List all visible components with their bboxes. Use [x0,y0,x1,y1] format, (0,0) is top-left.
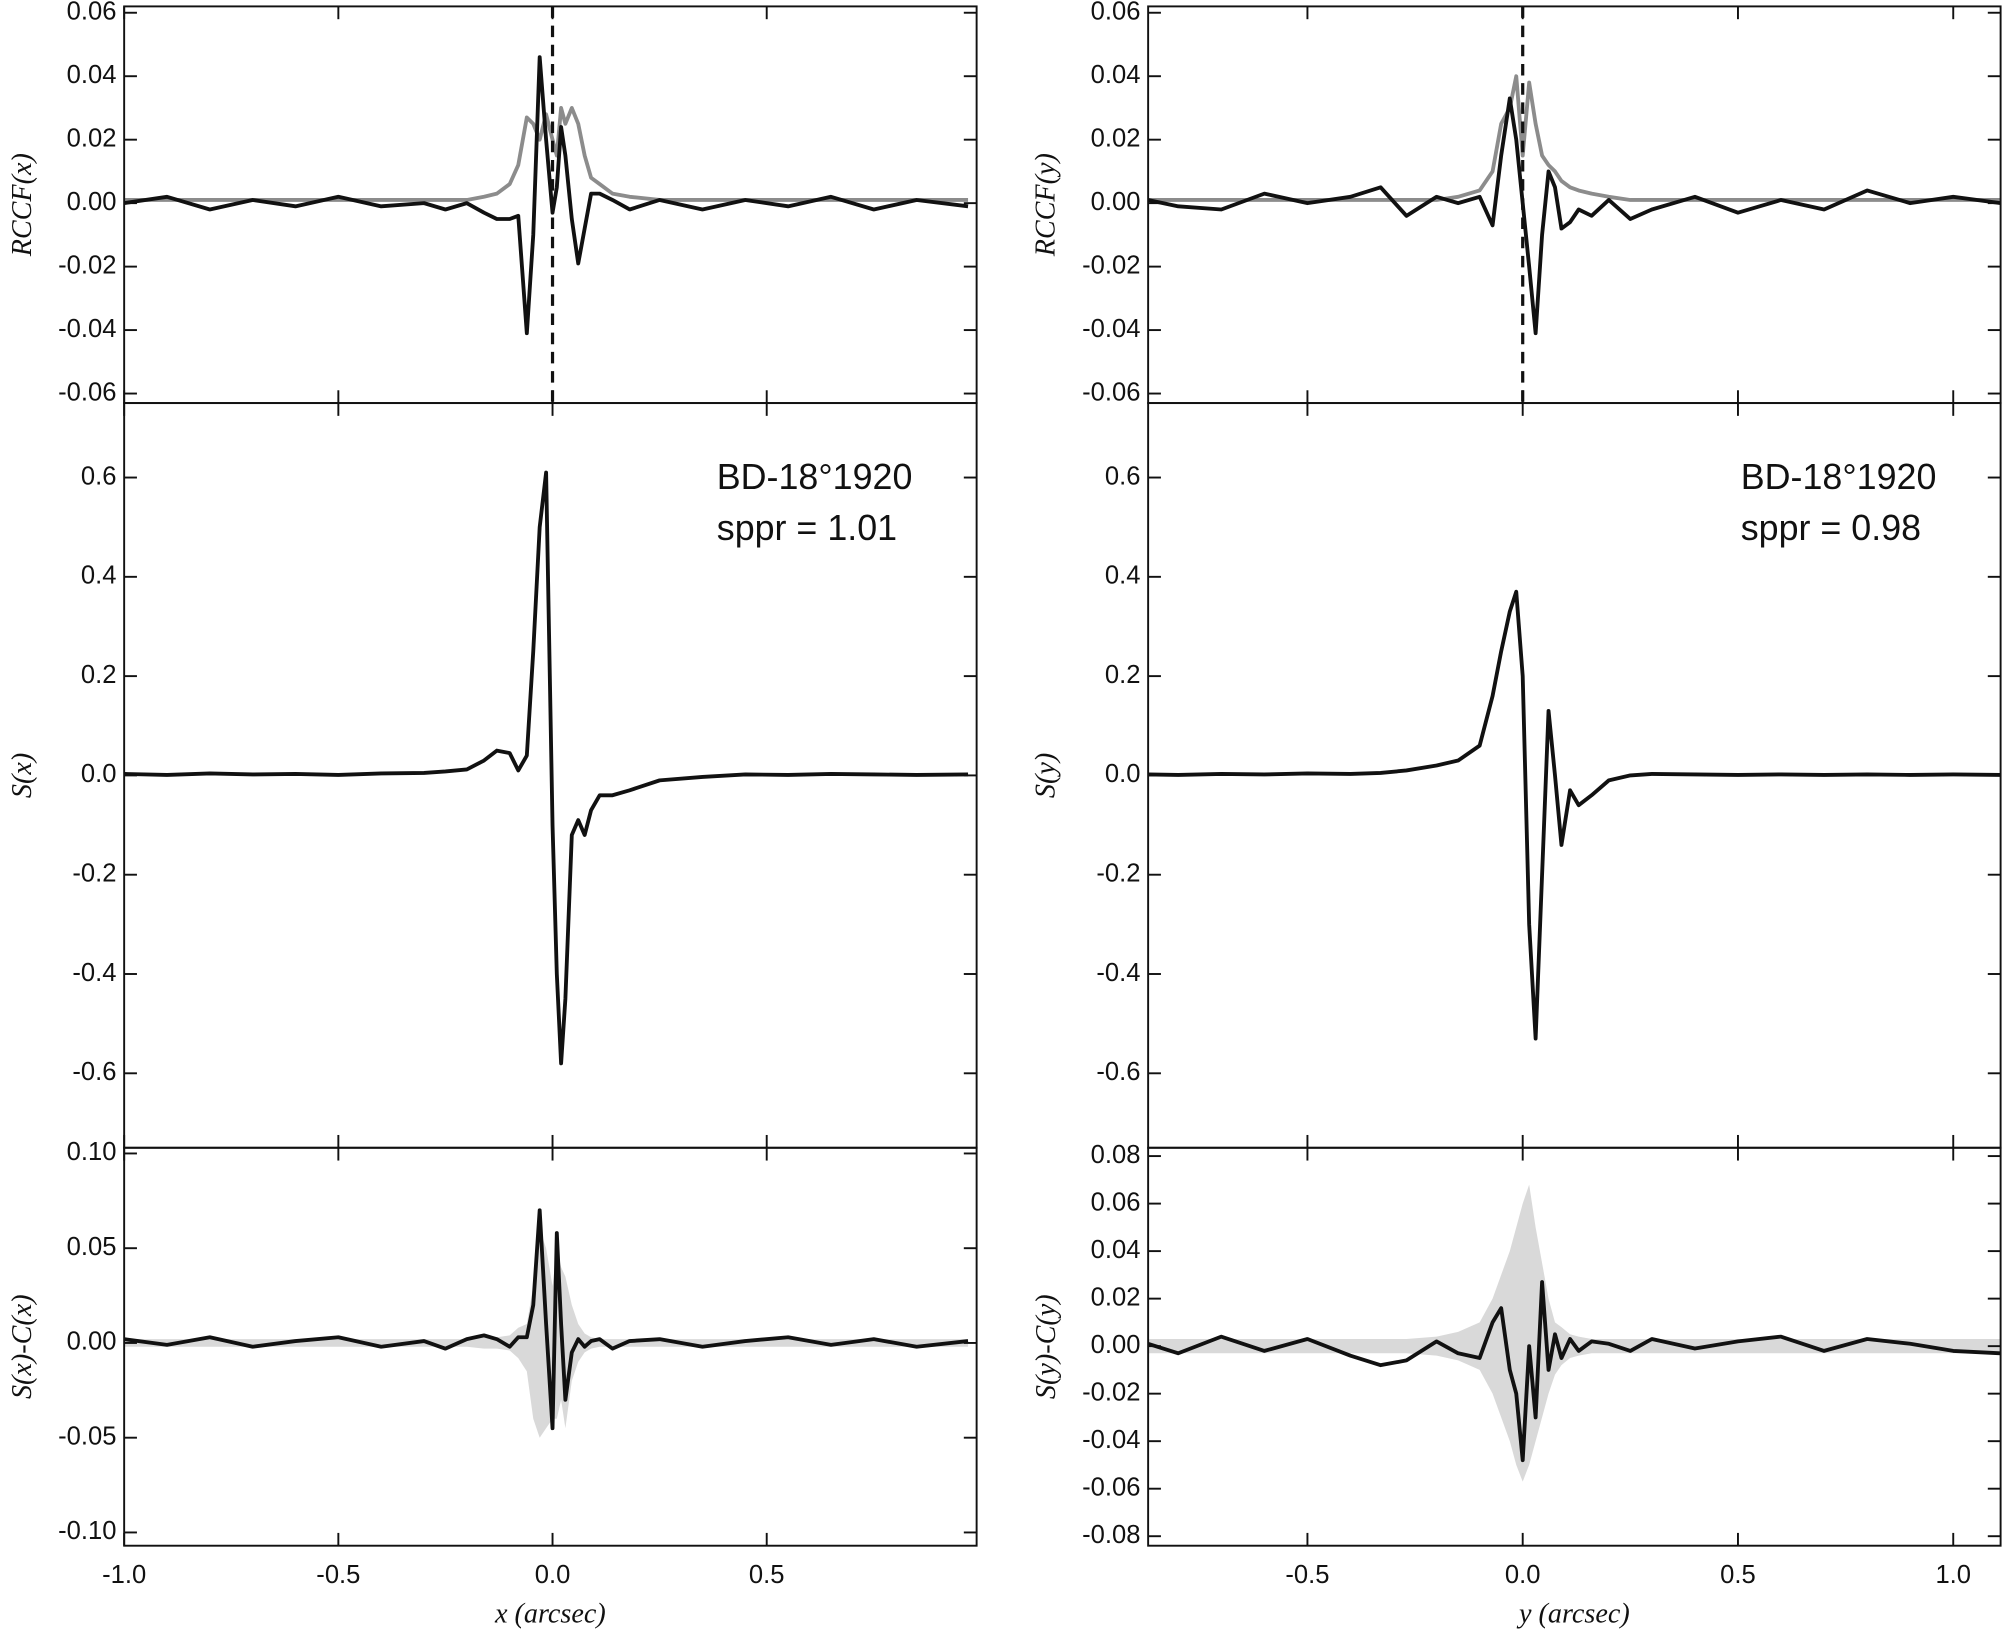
x-tick-label: -0.5 [316,1561,360,1589]
data-line [123,55,969,336]
x-tick-label: 0.5 [749,1561,785,1589]
plot-frame [123,1146,978,1547]
annotation: BD-18°1920 [1741,457,1937,497]
y-tick-label: -0.08 [1082,1521,1140,1549]
data-line [124,470,969,1066]
y-tick-label: -0.2 [1096,859,1140,887]
annotation: sppr = 0.98 [1741,508,1921,548]
y-tick-label: 0.02 [1091,124,1141,152]
y-tick-label: -0.4 [1096,959,1140,987]
y-tick-label: 0.4 [1105,562,1141,590]
x-axis-label: y (arcsec) [1516,1599,1630,1630]
y-axis-label: S(y)-C(y) [1031,1294,1062,1399]
y-tick-label: 0.08 [1091,1141,1141,1169]
y-tick-label: 0.00 [1091,188,1141,216]
y-tick-label: -0.04 [58,315,116,343]
y-tick-label: 0.06 [1091,0,1141,26]
y-tick-label: -0.6 [72,1058,116,1086]
y-tick-label: 0.00 [1091,1331,1141,1359]
x-tick-label: -0.5 [1285,1561,1329,1589]
y-tick-label: -0.02 [1082,251,1140,279]
x-axis-label: x (arcsec) [494,1599,606,1630]
y-axis-label: S(x)-C(x) [7,1294,38,1399]
data-line [123,1208,969,1431]
y-tick-label: 0.00 [67,188,117,216]
x-tick-label: 0.0 [1505,1561,1541,1589]
x-tick-label: 1.0 [1935,1561,1971,1589]
y-tick-label: 0.2 [81,661,117,689]
error-band [1148,1184,2001,1482]
x-tick-label: -1.0 [102,1561,146,1589]
y-tick-label: 0.02 [1091,1283,1141,1311]
plot-frame [1147,1146,2002,1547]
y-tick-label: 0.6 [1105,462,1141,490]
y-tick-label: -0.04 [1082,1426,1140,1454]
y-tick-label: 0.0 [1105,760,1141,788]
y-tick-label: -0.06 [58,378,116,406]
y-tick-label: -0.05 [58,1422,116,1450]
y-axis-label: S(x) [7,753,38,798]
y-tick-label: 0.04 [1091,1236,1141,1264]
y-tick-label: 0.02 [67,124,117,152]
y-tick-label: 0.04 [1091,61,1141,89]
y-tick-label: -0.4 [72,959,116,987]
y-tick-label: 0.6 [81,462,117,490]
y-tick-label: -0.10 [58,1517,116,1545]
y-tick-label: 0.04 [67,61,117,89]
x-tick-label: 0.0 [535,1561,571,1589]
annotation: BD-18°1920 [717,457,913,497]
y-tick-label: 0.05 [67,1233,117,1261]
y-tick-label: 0.4 [81,562,117,590]
x-tick-label: 0.5 [1720,1561,1756,1589]
y-tick-label: -0.2 [72,859,116,887]
y-tick-label: -0.6 [1096,1058,1140,1086]
annotation: sppr = 1.01 [717,508,897,548]
y-tick-label: 0.00 [67,1328,117,1356]
data-line [124,106,969,202]
y-axis-label: RCCF(y) [1031,153,1062,257]
data-line [1148,74,2001,202]
plot-frame [1147,5,2002,405]
y-tick-label: 0.0 [81,760,117,788]
y-tick-label: 0.2 [1105,661,1141,689]
y-tick-label: -0.02 [58,251,116,279]
data-line [1148,589,2001,1041]
y-tick-label: 0.06 [67,0,117,26]
y-tick-label: 0.06 [1091,1188,1141,1216]
y-tick-label: 0.10 [67,1138,117,1166]
y-tick-label: -0.06 [1082,378,1140,406]
data-line [1147,1280,2001,1463]
y-tick-label: -0.02 [1082,1378,1140,1406]
y-axis-label: RCCF(x) [7,153,38,257]
y-tick-label: -0.06 [1082,1473,1140,1501]
y-tick-label: -0.04 [1082,315,1140,343]
data-line [1147,96,2001,336]
y-axis-label: S(y) [1031,753,1062,798]
